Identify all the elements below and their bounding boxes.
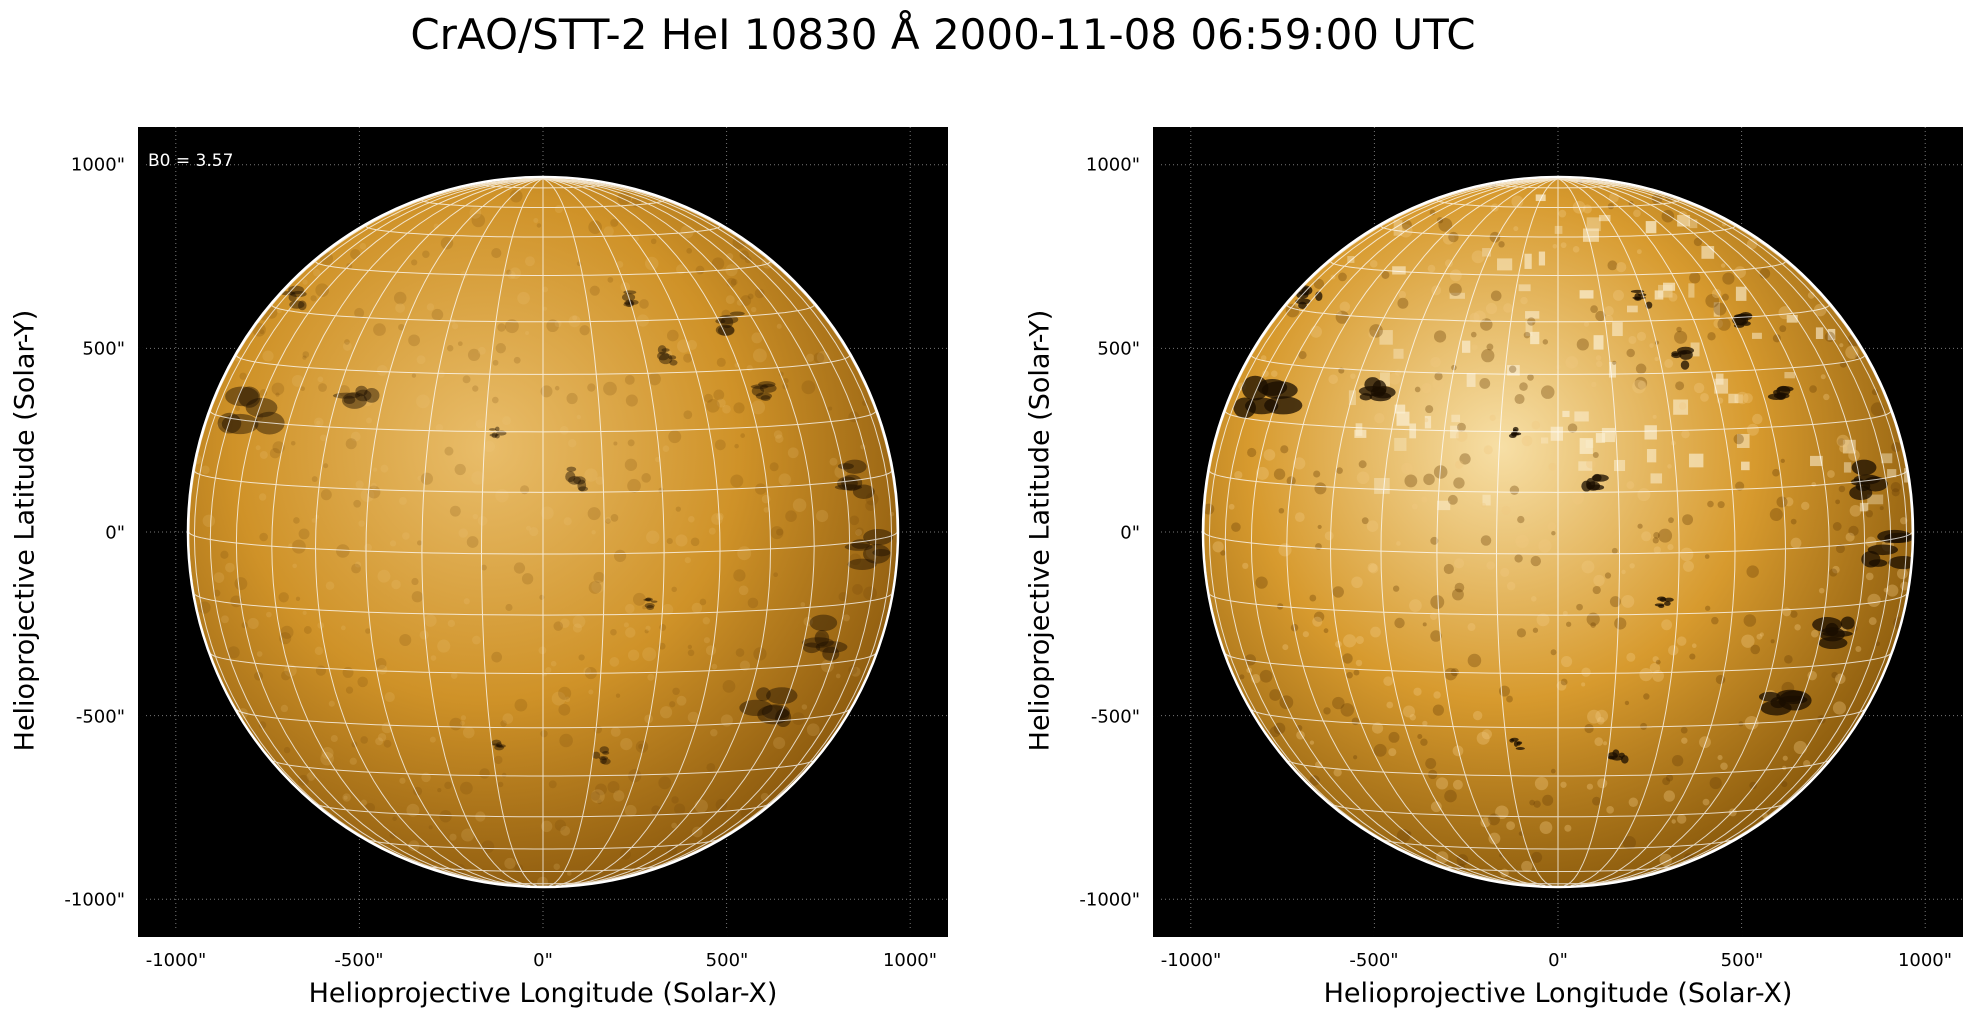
- y-tick-label: 500": [82, 338, 125, 360]
- heliographic-grid: [188, 178, 898, 887]
- solar-disk-image-right: [1153, 127, 1963, 937]
- b0-annotation: B0 = 3.57: [148, 151, 234, 171]
- y-tick-label: 1000": [1085, 154, 1140, 176]
- y-tick-label: -500": [1090, 706, 1140, 728]
- longitude-line: [542, 178, 606, 887]
- longitude-line: [1557, 178, 1830, 886]
- x-tick-label: 0": [1548, 950, 1568, 971]
- longitude-line: [1495, 178, 1559, 887]
- longitude-line: [542, 178, 815, 886]
- y-tick-label: 0": [1120, 522, 1140, 544]
- y-tick-label: -1000": [64, 889, 125, 911]
- x-axis-label-right: Helioprojective Longitude (Solar-X): [1323, 978, 1793, 1009]
- longitude-line: [271, 178, 544, 886]
- longitude-line: [365, 178, 544, 886]
- y-tick-label: 1000": [70, 154, 125, 176]
- x-tick-label: 0": [533, 950, 553, 971]
- longitude-line: [209, 178, 544, 880]
- longitude-line: [1557, 178, 1736, 886]
- longitude-line: [1557, 178, 1680, 886]
- longitude-line: [235, 178, 544, 884]
- longitude-line: [542, 178, 721, 886]
- y-tick-label: 500": [1097, 338, 1140, 360]
- x-tick-label: 1000": [1897, 950, 1953, 971]
- longitude-line: [542, 178, 893, 864]
- longitude-line: [1557, 178, 1908, 864]
- x-tick-label: -1000": [145, 950, 207, 971]
- longitude-line: [1557, 178, 1621, 887]
- solar-disk-image-left: [138, 127, 948, 937]
- x-tick-label: 1000": [882, 950, 938, 971]
- solar-disk-panel-right: [1153, 127, 1963, 937]
- x-tick-label: -500": [334, 950, 384, 971]
- limb-circle: [1201, 175, 1915, 889]
- y-axis-label-right: Helioprojective Latitude (Solar-Y): [1024, 309, 1056, 752]
- x-tick-label: 500": [1720, 950, 1764, 971]
- longitude-line: [1250, 178, 1559, 884]
- y-tick-label: -500": [75, 706, 125, 728]
- longitude-line: [1557, 178, 1787, 886]
- longitude-line: [480, 178, 544, 887]
- longitude-line: [542, 178, 851, 884]
- longitude-line: [1436, 178, 1559, 886]
- x-axis-label-left: Helioprojective Longitude (Solar-X): [308, 978, 778, 1009]
- longitude-line: [1557, 178, 1866, 884]
- x-tick-label: -1000": [1160, 950, 1222, 971]
- heliographic-grid: [1203, 178, 1913, 887]
- figure-title: CrAO/STT-2 HeI 10830 Å 2000-11-08 06:59:…: [410, 10, 1476, 59]
- longitude-line: [1224, 178, 1559, 880]
- solar-disk-panel-left: B0 = 3.57: [138, 127, 948, 937]
- limb-circle: [186, 175, 900, 889]
- longitude-line: [542, 178, 665, 886]
- y-axis-label-left: Helioprojective Latitude (Solar-Y): [9, 309, 41, 752]
- longitude-line: [1380, 178, 1559, 886]
- y-tick-label: -1000": [1079, 889, 1140, 911]
- longitude-line: [542, 178, 877, 880]
- longitude-line: [193, 178, 544, 864]
- longitude-line: [421, 178, 544, 886]
- x-tick-label: -500": [1349, 950, 1399, 971]
- x-tick-label: 500": [705, 950, 749, 971]
- longitude-line: [1208, 178, 1559, 864]
- y-tick-label: 0": [105, 522, 125, 544]
- longitude-line: [1329, 178, 1559, 886]
- longitude-line: [314, 178, 544, 886]
- disk-texture: [191, 178, 895, 886]
- longitude-line: [1286, 178, 1559, 886]
- longitude-line: [1557, 178, 1892, 880]
- longitude-line: [542, 178, 772, 886]
